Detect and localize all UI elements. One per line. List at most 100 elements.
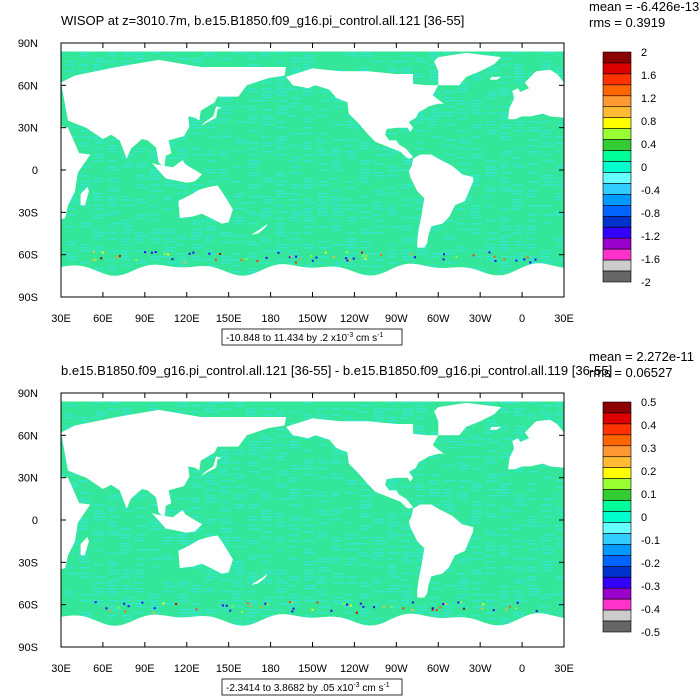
ocean-cell xyxy=(219,543,231,545)
ocean-cell xyxy=(428,265,437,267)
ocean-cell xyxy=(542,516,553,518)
ocean-cell xyxy=(498,597,508,599)
ocean-cell xyxy=(177,537,189,539)
ocean-cell xyxy=(78,247,88,249)
ocean-cell xyxy=(260,217,269,219)
colorbar-label: -0.3 xyxy=(641,581,660,593)
ocean-cell xyxy=(261,579,273,581)
ocean-cell xyxy=(372,271,382,273)
speckle xyxy=(529,261,532,264)
ocean-cell xyxy=(471,570,482,572)
ocean-cell xyxy=(344,121,354,123)
ocean-cell xyxy=(428,603,437,605)
ocean-cell xyxy=(401,226,412,228)
colorbar-swatch xyxy=(602,445,632,458)
colorbar-swatch xyxy=(602,598,632,611)
ocean-cell xyxy=(316,262,325,264)
ocean-cell xyxy=(514,253,527,255)
ocean-cell xyxy=(149,184,160,186)
map-plot-area xyxy=(61,393,564,647)
ocean-cell xyxy=(219,573,230,575)
ocean-cell xyxy=(346,238,358,240)
ocean-cell xyxy=(260,498,271,500)
y-tick-label: 90N xyxy=(18,38,38,50)
ocean-cell xyxy=(275,259,286,261)
speckle xyxy=(264,602,267,605)
ocean-cell xyxy=(149,52,161,54)
ocean-cell xyxy=(402,498,414,500)
ocean-cell xyxy=(303,468,314,470)
ocean-cell xyxy=(135,600,147,602)
ocean-cell xyxy=(136,187,149,189)
ocean-cell xyxy=(162,540,172,542)
ocean-cell xyxy=(526,585,537,587)
ocean-cell xyxy=(346,127,358,129)
ocean-cell xyxy=(149,567,160,569)
ocean-cell xyxy=(499,474,510,476)
ocean-cell xyxy=(331,549,343,551)
ocean-cell xyxy=(262,82,274,84)
ocean-cell xyxy=(121,61,131,63)
ocean-cell xyxy=(94,414,107,416)
ocean-cell xyxy=(499,241,509,243)
ocean-cell xyxy=(177,148,188,150)
landmass-0 xyxy=(61,126,91,220)
ocean-cell xyxy=(248,453,261,455)
ocean-cell xyxy=(428,256,439,258)
ocean-cell xyxy=(428,52,439,54)
ocean-cell xyxy=(303,154,314,156)
colorbar-swatch xyxy=(602,84,632,97)
colorbar-swatch xyxy=(602,401,632,414)
ocean-cell xyxy=(260,513,270,515)
ocean-cell xyxy=(555,247,564,249)
ocean-cell xyxy=(107,232,118,234)
ocean-cell xyxy=(136,606,148,608)
ocean-cell xyxy=(416,558,428,560)
ocean-cell xyxy=(513,411,523,413)
speckle xyxy=(315,256,318,259)
speckle xyxy=(361,251,364,254)
ocean-cell xyxy=(457,157,467,159)
ocean-cell xyxy=(149,259,160,261)
ocean-cell xyxy=(290,166,303,168)
landmass-3 xyxy=(200,456,222,477)
ocean-cell xyxy=(303,597,313,599)
speckle xyxy=(195,607,198,610)
ocean-cell xyxy=(120,256,130,258)
x-tick-label: 180 xyxy=(261,663,279,675)
ocean-cell xyxy=(540,61,551,63)
ocean-cell xyxy=(526,576,537,578)
ocean-cell xyxy=(247,573,258,575)
ocean-cell xyxy=(360,232,372,234)
ocean-cell xyxy=(288,250,299,252)
ocean-cell xyxy=(500,453,512,455)
ocean-cell xyxy=(220,480,233,482)
colorbar-swatch xyxy=(602,423,632,436)
ocean-cell xyxy=(79,555,89,557)
ocean-cell xyxy=(358,543,368,545)
colorbar-swatch xyxy=(602,95,632,108)
ocean-cell xyxy=(499,244,510,246)
ocean-cell xyxy=(456,208,466,210)
ocean-cell xyxy=(276,211,288,213)
ocean-cell xyxy=(387,489,399,491)
ocean-cell xyxy=(344,244,355,246)
ocean-cell xyxy=(275,79,286,81)
ocean-cell xyxy=(360,585,373,587)
colorbar-label: 1.2 xyxy=(641,93,656,105)
ocean-cell xyxy=(261,495,272,497)
ocean-cell xyxy=(149,603,161,605)
ocean-cell xyxy=(457,109,467,111)
ocean-cell xyxy=(316,579,325,581)
ocean-cell xyxy=(514,426,526,428)
ocean-cell xyxy=(205,259,216,261)
ocean-cell xyxy=(470,519,480,521)
ocean-cell xyxy=(232,597,242,599)
ocean-cell xyxy=(332,208,343,210)
ocean-cell xyxy=(513,64,524,66)
colorbar-swatch xyxy=(602,270,632,283)
stat-rms: rms = 0.3919 xyxy=(589,15,665,30)
ocean-cell xyxy=(514,582,526,584)
ocean-cell xyxy=(514,429,525,431)
ocean-cell xyxy=(66,127,79,129)
